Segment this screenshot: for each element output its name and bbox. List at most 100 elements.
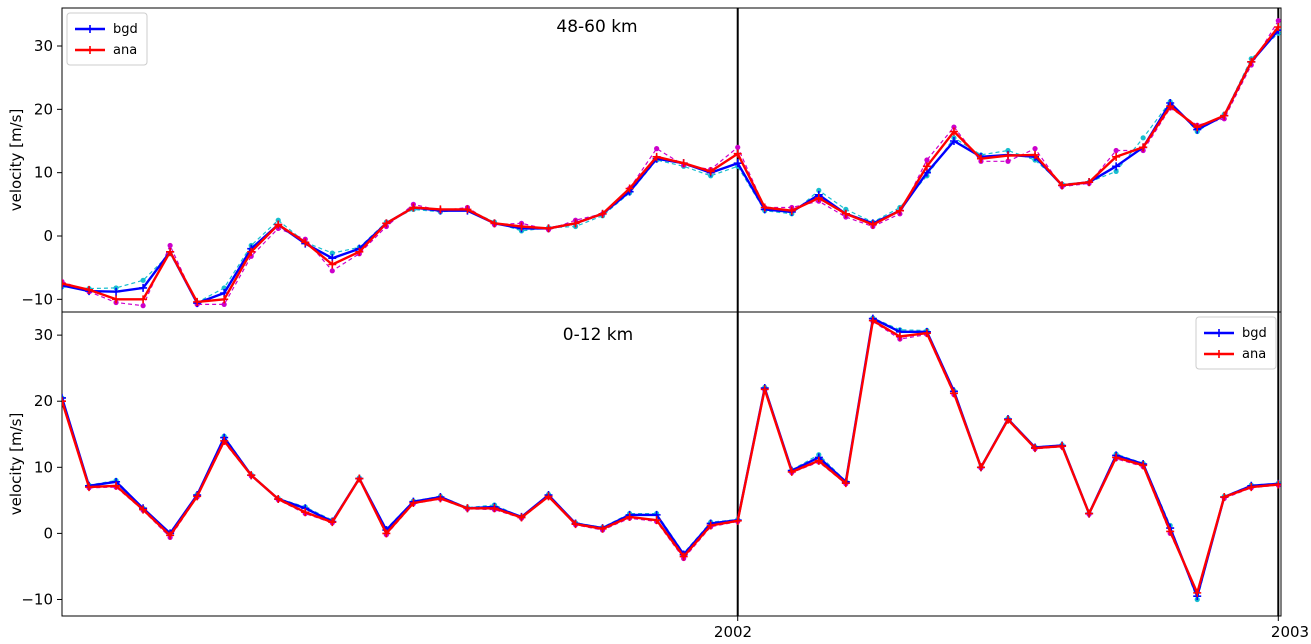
point-ana-top — [895, 206, 904, 215]
series-line-member-ana-top — [62, 20, 1279, 307]
point-ana-bottom — [463, 504, 472, 513]
legend-bottom: bgd ana — [1195, 316, 1277, 370]
point-ana-bottom — [517, 513, 526, 522]
point-ana-bottom — [1274, 480, 1281, 489]
point-ana-top — [409, 203, 418, 212]
point-ana-bottom — [1031, 444, 1040, 453]
point-ana-bottom — [1085, 509, 1094, 518]
point-ana-top — [1004, 151, 1013, 160]
point-member-bgd-top — [329, 250, 335, 256]
y-tick-label-top: 0 — [43, 227, 53, 245]
point-ana-bottom — [571, 520, 580, 529]
point-ana-bottom — [166, 531, 175, 540]
point-ana-bottom — [490, 504, 499, 513]
point-ana-top — [112, 295, 121, 304]
y-tick-label-bottom: 30 — [34, 326, 53, 344]
x-tick-label-2002: 2002 — [714, 623, 752, 641]
point-ana-bottom — [895, 332, 904, 341]
point-ana-top — [652, 152, 661, 161]
point-ana-bottom — [868, 316, 877, 325]
point-member-bgd-top — [843, 206, 849, 212]
point-ana-bottom — [733, 516, 742, 525]
point-ana-bottom — [355, 474, 364, 483]
point-member-ana-top — [1275, 18, 1281, 24]
point-bgd-bottom — [62, 393, 66, 402]
point-ana-top — [274, 220, 283, 229]
point-ana-top — [733, 149, 742, 158]
point-bgd-top — [139, 283, 148, 292]
point-member-ana-top — [735, 144, 741, 150]
point-ana-bottom — [1166, 527, 1175, 536]
point-ana-bottom — [976, 463, 985, 472]
panel-title-top: 48-60 km — [556, 17, 637, 37]
point-ana-top — [841, 209, 850, 218]
point-ana-bottom — [62, 397, 66, 406]
point-ana-top — [544, 224, 553, 233]
point-ana-bottom — [1004, 415, 1013, 424]
y-axis-label-bottom: velocity [m/s] — [7, 413, 25, 516]
point-member-ana-top — [221, 301, 227, 307]
point-ana-bottom — [787, 467, 796, 476]
point-ana-top — [62, 279, 66, 288]
point-member-ana-top — [951, 124, 957, 130]
point-ana-bottom — [841, 479, 850, 488]
point-ana-top — [1031, 150, 1040, 159]
point-ana-top — [1166, 102, 1175, 111]
legend-label-ana-top: ana — [113, 43, 137, 58]
y-tick-label-top: −10 — [21, 290, 53, 308]
point-ana-bottom — [598, 524, 607, 533]
point-ana-bottom — [220, 436, 229, 445]
legend-label-ana-bottom: ana — [1242, 347, 1266, 362]
point-ana-top — [949, 127, 958, 136]
y-tick-label-top: 20 — [34, 100, 53, 118]
series-line-member-ana-bottom — [62, 320, 1279, 593]
panel-bottom: −10 0 10 20 30 velocity [m/s] 0-12 km bgd ana — [7, 311, 1282, 621]
point-ana-top — [1139, 143, 1148, 152]
point-ana-bottom — [382, 529, 391, 538]
point-ana-top — [328, 260, 337, 269]
point-ana-top — [922, 162, 931, 171]
panel-title-bottom: 0-12 km — [563, 325, 633, 345]
point-member-ana-top — [654, 146, 660, 152]
point-ana-top — [976, 154, 985, 163]
point-member-bgd-top — [140, 277, 146, 283]
point-ana-bottom — [652, 516, 661, 525]
series-line-member-bgd-bottom — [62, 317, 1279, 601]
point-ana-bottom — [679, 552, 688, 561]
point-ana-bottom — [274, 495, 283, 504]
point-member-ana-top — [140, 303, 146, 309]
point-ana-bottom — [706, 521, 715, 530]
point-ana-bottom — [301, 508, 310, 517]
legend-box-top — [66, 12, 148, 66]
legend-label-bgd-top: bgd — [113, 22, 138, 37]
y-tick-label-bottom: 10 — [34, 458, 53, 476]
point-member-ana-top — [924, 157, 930, 163]
point-ana-top — [814, 194, 823, 202]
point-ana-bottom — [1247, 483, 1256, 492]
point-ana-bottom — [814, 456, 823, 465]
y-tick-label-bottom: −10 — [21, 590, 53, 608]
point-member-bgd-top — [816, 187, 822, 193]
point-member-ana-top — [1005, 158, 1011, 164]
series-group-bottom — [62, 314, 1281, 603]
series-line-ana-bottom — [62, 319, 1279, 595]
point-ana-top — [1193, 123, 1202, 132]
point-member-bgd-top — [1140, 135, 1146, 141]
point-ana-top — [1274, 23, 1281, 31]
point-ana-top — [247, 247, 256, 256]
point-ana-top — [193, 297, 202, 306]
point-ana-top — [706, 167, 715, 176]
point-ana-top — [1112, 152, 1121, 161]
y-tick-label-bottom: 20 — [34, 392, 53, 410]
point-ana-top — [220, 295, 229, 304]
point-bgd-top — [949, 137, 958, 145]
point-member-ana-top — [1032, 146, 1038, 152]
point-member-bgd-top — [1113, 168, 1119, 174]
point-ana-bottom — [1193, 588, 1202, 597]
point-ana-top — [868, 220, 877, 229]
point-ana-top — [139, 295, 148, 304]
point-member-bgd-top — [1005, 147, 1011, 154]
legend-marker-ana-bottom — [1215, 350, 1223, 358]
x-tick-label-2003: 2003 — [1271, 623, 1309, 641]
